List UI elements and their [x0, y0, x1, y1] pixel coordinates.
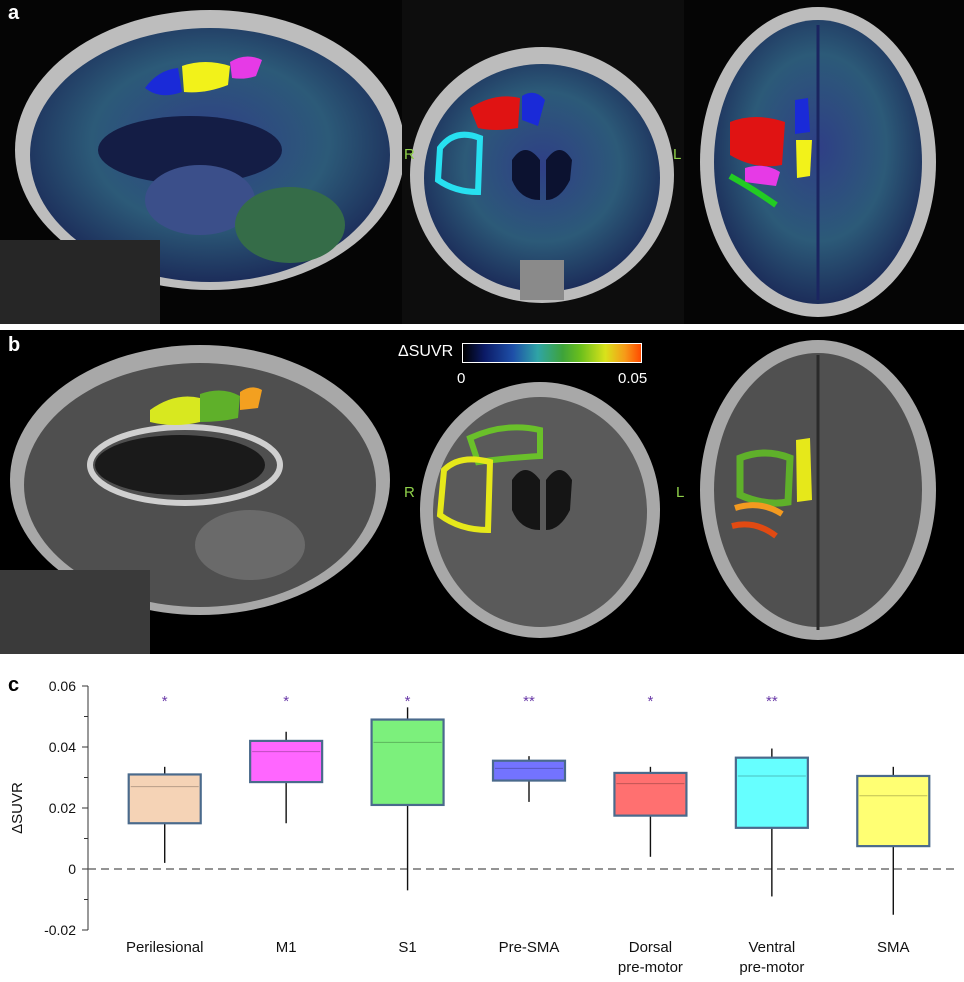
panel-a-pet-overlay: a R L	[0, 0, 964, 324]
box-s1	[370, 718, 445, 807]
y-tick-label: 0.02	[49, 800, 76, 816]
box-pre-sma	[491, 759, 567, 782]
colorbar-max-label: 0.05	[618, 370, 648, 387]
panel-b-label: b	[8, 334, 21, 356]
significance-marker: **	[766, 693, 778, 710]
coronal-left-label-b: L	[676, 484, 685, 501]
x-category-label: Pre-SMA	[499, 939, 560, 956]
y-tick-label: -0.02	[44, 922, 76, 938]
significance-marker: **	[523, 693, 535, 710]
sagittal-mri-slice	[0, 345, 390, 654]
y-tick-label: 0	[68, 861, 76, 877]
colorbar-min-label: 0	[457, 370, 466, 387]
panel-a-images	[0, 0, 964, 324]
x-category-label: Dorsal	[629, 939, 672, 956]
x-category-label: Ventral	[749, 939, 796, 956]
x-category-label: M1	[276, 939, 297, 956]
y-tick-label: 0.04	[49, 739, 76, 755]
significance-marker: *	[648, 693, 654, 710]
panel-b-suvr-change: b R L	[0, 330, 964, 654]
x-category-label: Perilesional	[126, 939, 204, 956]
x-category-label: SMA	[877, 939, 910, 956]
box-sma	[856, 774, 931, 848]
significance-marker: *	[283, 693, 289, 710]
x-category-label-line2: pre-motor	[739, 959, 804, 976]
y-tick-label: 0.06	[49, 678, 76, 694]
coronal-pet-slice	[402, 0, 684, 324]
axial-pet-slice	[684, 0, 964, 324]
sagittal-pet-slice	[0, 0, 405, 324]
colorbar	[462, 343, 642, 363]
axial-mri-slice	[700, 340, 936, 640]
coronal-mri-slice	[420, 382, 660, 638]
x-category-label: S1	[398, 939, 416, 956]
panel-c-label: c	[8, 674, 20, 696]
box-ventral	[734, 756, 809, 829]
box-dorsal	[613, 771, 688, 817]
panel-a-label: a	[8, 2, 20, 24]
coronal-right-label: R	[404, 146, 415, 163]
panel-b-images	[0, 340, 936, 654]
coronal-right-label-b: R	[404, 484, 415, 501]
y-axis-title: ΔSUVR	[9, 782, 26, 834]
significance-marker: *	[405, 693, 411, 710]
coronal-left-label: L	[673, 146, 682, 163]
box-perilesional	[127, 773, 202, 825]
x-category-label-line2: pre-motor	[618, 959, 683, 976]
colorbar-title: ΔSUVR	[398, 343, 454, 360]
box-m1	[249, 739, 324, 784]
suvr-boxplot: 0.06 0.04 0.02 0 -0.02 ΔSUVR * Perilesional * M1 *…	[9, 678, 958, 976]
significance-marker: *	[162, 693, 168, 710]
